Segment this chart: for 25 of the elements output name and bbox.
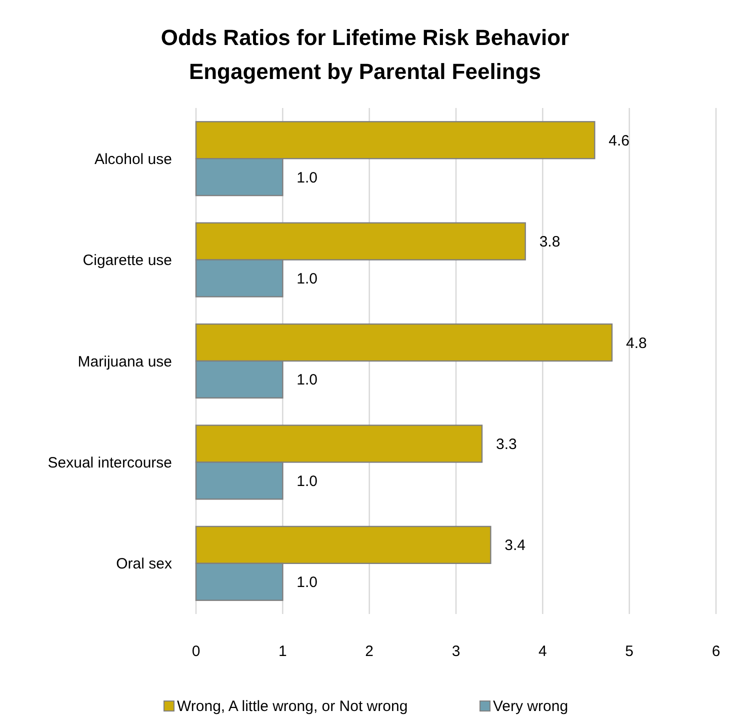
- data-label: 1.0: [296, 574, 318, 592]
- data-label: 1.0: [296, 270, 318, 288]
- data-label: 1.0: [296, 472, 318, 490]
- y-tick-label: Cigarette use: [82, 252, 172, 270]
- legend-label: Very wrong: [493, 698, 568, 715]
- x-tick-label: 6: [712, 643, 720, 660]
- x-tick-label: 1: [278, 643, 287, 660]
- y-tick-label: Marijuana use: [78, 353, 172, 370]
- data-label: 3.8: [539, 234, 560, 251]
- data-label: 4.8: [626, 334, 647, 352]
- x-tick-label: 5: [625, 643, 634, 660]
- data-label: 3.3: [496, 436, 517, 453]
- x-tick-label: 0: [192, 643, 200, 660]
- legend-label: Wrong, A little wrong, or Not wrong: [177, 698, 408, 715]
- x-tick-label: 3: [452, 643, 460, 660]
- data-label: 4.6: [608, 132, 630, 150]
- chart-title: Odds Ratios for Lifetime Risk Behavior Engagement by Parental Feelings: [160, 25, 570, 84]
- data-label: 1.0: [296, 169, 318, 186]
- data-label: 1.0: [296, 372, 318, 389]
- y-tick-label: Alcohol use: [94, 150, 172, 168]
- data-label: 3.4: [504, 537, 526, 554]
- x-tick-label: 2: [365, 643, 374, 660]
- y-tick-label: Sexual intercourse: [48, 454, 172, 472]
- y-tick-label: Oral sex: [116, 556, 172, 573]
- x-tick-label: 4: [538, 643, 547, 660]
